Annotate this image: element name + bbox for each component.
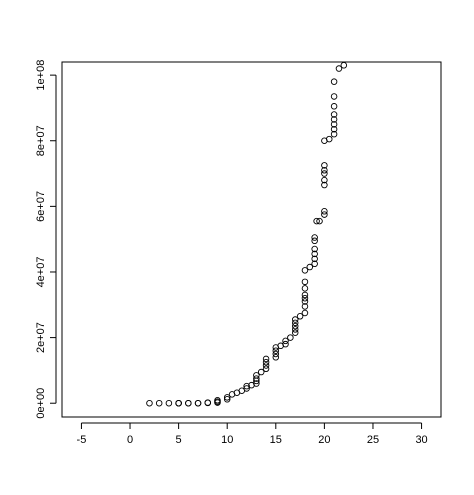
x-tick-label: 15	[270, 434, 282, 446]
y-tick-label: 6e+07	[35, 191, 47, 222]
data-point	[146, 399, 153, 407]
data-point	[335, 65, 343, 72]
data-point	[321, 170, 328, 177]
data-point	[301, 278, 309, 286]
data-point	[311, 250, 318, 258]
data-point	[301, 303, 309, 310]
x-tick-label: 0	[127, 434, 133, 446]
data-point	[194, 399, 202, 407]
data-point	[262, 362, 270, 369]
x-tick-label: 25	[367, 434, 379, 446]
data-point	[291, 316, 299, 323]
x-tick-label: -5	[77, 434, 87, 446]
data-point	[311, 234, 318, 241]
data-point	[291, 319, 299, 327]
plot-frame	[61, 61, 442, 418]
data-point	[321, 181, 328, 189]
data-point	[243, 382, 250, 390]
data-point	[330, 116, 338, 123]
data-point	[340, 62, 348, 69]
data-point	[214, 397, 221, 404]
data-point	[321, 176, 328, 184]
data-point	[165, 399, 173, 407]
data-point	[321, 162, 328, 169]
data-point	[301, 294, 309, 302]
y-tick-label: 2e+07	[35, 322, 47, 353]
data-point	[321, 167, 328, 174]
data-point	[330, 130, 338, 138]
x-tick-label: 30	[415, 434, 427, 446]
data-point	[313, 217, 320, 225]
x-axis: -5 0 5 10 15 20 25 30	[77, 422, 428, 446]
data-point	[296, 313, 304, 320]
data-point	[306, 263, 314, 271]
data-point	[223, 394, 231, 401]
data-point	[301, 285, 309, 292]
data-point	[272, 347, 280, 354]
x-tick-label: 5	[176, 434, 182, 446]
data-point	[253, 375, 260, 382]
data-point	[185, 399, 192, 407]
data-point	[311, 255, 318, 263]
data-point	[330, 126, 338, 133]
data-point	[243, 385, 250, 392]
data-point	[262, 358, 270, 366]
data-point	[330, 111, 338, 118]
y-tick-label: 1e+08	[35, 60, 47, 91]
x-tick-label: 10	[221, 434, 233, 446]
data-point	[330, 78, 338, 85]
data-point	[204, 399, 212, 406]
data-point	[325, 135, 333, 143]
data-point	[311, 237, 318, 245]
data-point	[291, 322, 299, 330]
data-point	[301, 267, 309, 274]
data-point	[321, 211, 328, 218]
data-point	[311, 245, 318, 253]
data-point	[321, 208, 328, 215]
data-point	[262, 365, 270, 373]
data-point	[175, 399, 182, 407]
x-tick-label: 20	[318, 434, 330, 446]
data-point	[330, 121, 338, 128]
data-point	[155, 399, 163, 407]
data-point	[257, 368, 265, 376]
data-point	[282, 337, 289, 345]
data-point	[291, 326, 299, 333]
data-point	[272, 350, 280, 358]
data-point	[330, 93, 338, 100]
data-point	[316, 217, 323, 225]
data-point	[301, 298, 309, 305]
data-point	[291, 329, 299, 336]
data-point	[262, 355, 270, 363]
data-point	[253, 380, 260, 387]
y-axis: 0e+00 2e+07 4e+07 6e+07 8e+07 1e+08	[35, 60, 57, 419]
data-point	[282, 340, 289, 348]
y-tick-label: 8e+07	[35, 125, 47, 156]
data-point	[287, 334, 294, 341]
data-point	[311, 260, 318, 268]
data-point	[330, 103, 338, 110]
data-point	[223, 396, 231, 403]
data-point	[301, 291, 309, 299]
y-tick-label: 4e+07	[35, 257, 47, 288]
data-point	[301, 309, 309, 317]
data-points	[146, 62, 348, 407]
y-tick-label: 0e+00	[35, 388, 47, 419]
data-point	[253, 372, 260, 379]
data-point	[272, 354, 280, 361]
